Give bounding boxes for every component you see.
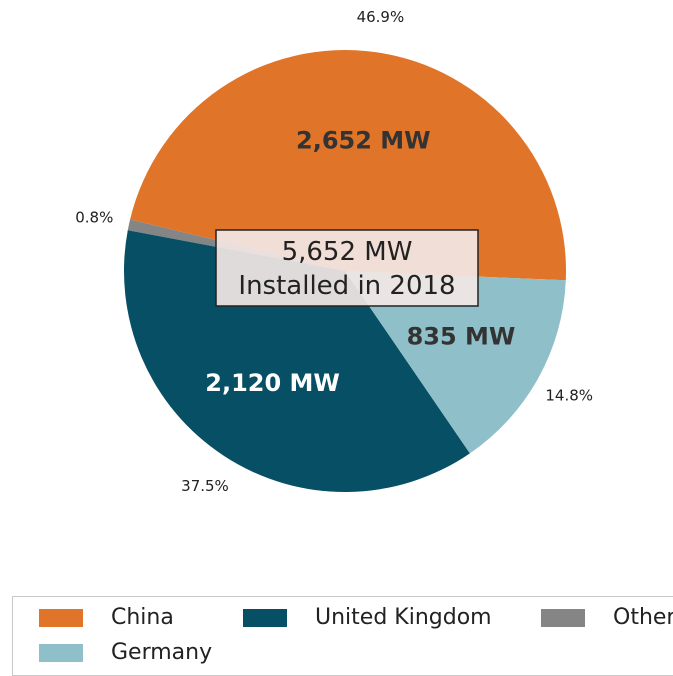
- legend: China United Kingdom Other Germany: [12, 596, 673, 676]
- pie-slice-china: [130, 49, 567, 281]
- percent-label-other: 0.8%: [75, 208, 113, 226]
- value-label-china: 2,652 MW: [296, 127, 431, 155]
- legend-label-germany: Germany: [111, 640, 213, 665]
- legend-swatch-germany: [39, 643, 83, 662]
- legend-label-china: China: [111, 605, 174, 630]
- legend-label-other: Other: [613, 605, 673, 630]
- legend-item-other: Other: [541, 605, 673, 630]
- legend-swatch-united-kingdom: [243, 608, 287, 627]
- legend-swatch-china: [39, 608, 83, 627]
- center-label-box: 5,652 MW Installed in 2018: [215, 229, 479, 307]
- value-label-germany: 835 MW: [407, 322, 516, 350]
- pie-chart: 46.9% 2,652 MW 0.8% 37.5% 2,120 MW 14.8% 835 M…: [75, 8, 593, 495]
- legend-item-germany: Germany: [39, 640, 212, 665]
- legend-item-united-kingdom: United Kingdom: [243, 605, 492, 630]
- pie-slice-united-kingdom: [124, 230, 470, 493]
- pie-slice-germany: [345, 271, 566, 454]
- percent-label-china: 46.9%: [357, 8, 405, 26]
- percent-label-germany: 14.8%: [545, 386, 593, 404]
- center-label-line-2: Installed in 2018: [238, 271, 455, 301]
- pie-slices: [124, 49, 567, 493]
- percent-label-united-kingdom: 37.5%: [181, 477, 229, 495]
- legend-item-china: China: [39, 605, 174, 630]
- center-label-line-1: 5,652 MW: [282, 237, 413, 267]
- value-label-united-kingdom: 2,120 MW: [205, 369, 340, 397]
- legend-swatch-other: [541, 608, 585, 627]
- legend-label-united-kingdom: United Kingdom: [315, 605, 492, 630]
- pie-labels: 46.9% 2,652 MW 0.8% 37.5% 2,120 MW 14.8% 835 M…: [75, 8, 593, 495]
